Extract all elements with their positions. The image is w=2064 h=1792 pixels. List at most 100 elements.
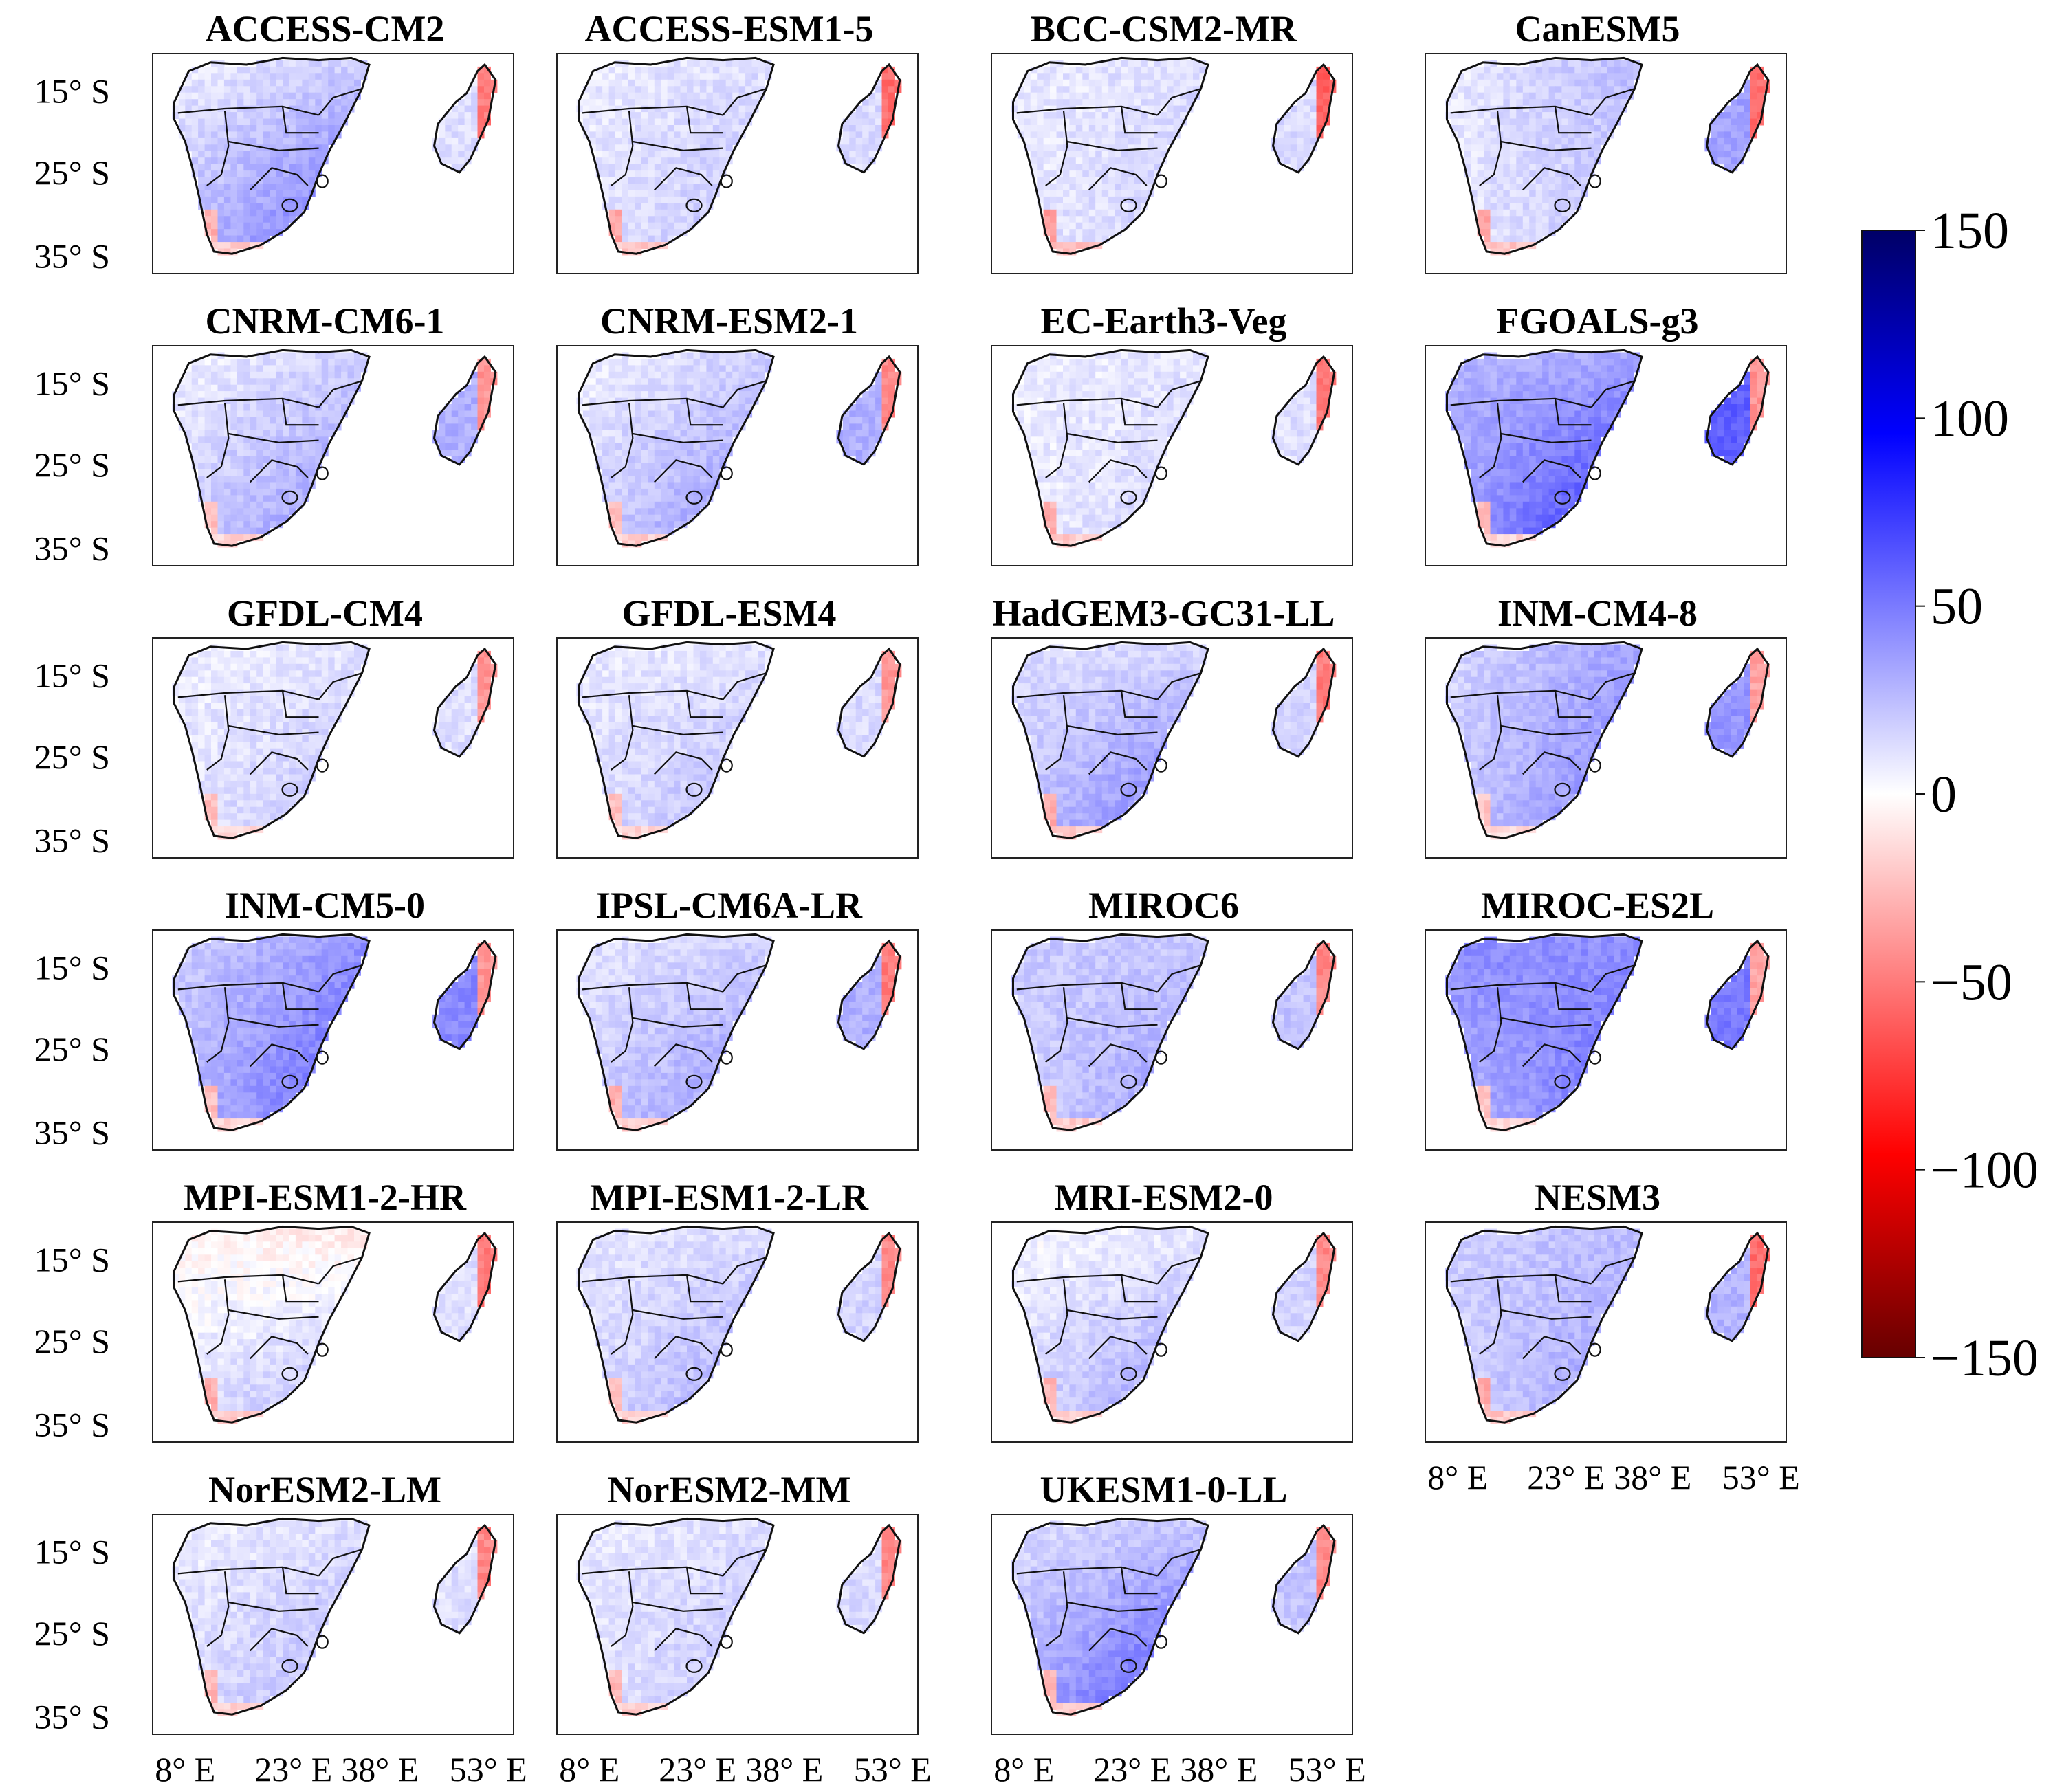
grid-cell	[1542, 125, 1550, 132]
grid-cell	[250, 365, 257, 373]
grid-cell	[667, 476, 674, 483]
grid-cell	[1297, 423, 1304, 431]
grid-cell	[204, 358, 212, 366]
grid-cell	[1167, 391, 1174, 399]
grid-cell	[1451, 105, 1458, 113]
grid-cell	[641, 488, 648, 496]
grid-cell	[211, 456, 218, 463]
grid-cell	[875, 384, 883, 392]
grid-cell	[1561, 151, 1569, 158]
grid-cell	[191, 450, 199, 457]
grid-cell	[1037, 463, 1044, 470]
grid-cell	[608, 216, 616, 223]
grid-cell	[283, 99, 289, 107]
grid-cell	[445, 417, 452, 424]
grid-cell	[270, 184, 277, 190]
grid-cell	[765, 66, 772, 74]
grid-cell	[1128, 450, 1135, 457]
grid-cell	[276, 397, 283, 405]
grid-cell	[250, 397, 257, 405]
grid-cell	[635, 534, 642, 542]
grid-cell	[185, 79, 193, 87]
grid-cell	[185, 86, 193, 93]
grid-cell	[1101, 495, 1109, 502]
grid-cell	[243, 358, 251, 366]
grid-cell	[250, 137, 257, 145]
grid-cell	[648, 216, 655, 223]
grid-cell	[1548, 144, 1556, 152]
grid-cell	[635, 170, 642, 178]
grid-cell	[223, 170, 231, 178]
grid-cell	[1108, 384, 1116, 392]
grid-cell	[881, 112, 889, 120]
grid-cell	[881, 125, 889, 132]
grid-cell	[1063, 521, 1070, 529]
grid-cell	[1542, 92, 1550, 100]
grid-cell	[250, 508, 257, 516]
grid-cell	[615, 164, 622, 171]
grid-cell	[654, 137, 661, 145]
grid-cell	[198, 137, 206, 145]
grid-cell	[321, 99, 329, 107]
grid-cell	[270, 501, 277, 509]
grid-cell	[1101, 391, 1109, 399]
grid-cell	[615, 137, 622, 145]
grid-cell	[1069, 508, 1077, 516]
grid-cell	[1154, 391, 1161, 399]
grid-cell	[295, 92, 303, 100]
grid-cell	[1509, 66, 1517, 74]
grid-cell	[693, 501, 701, 509]
grid-cell	[1724, 151, 1731, 158]
grid-cell	[641, 371, 648, 379]
grid-cell	[283, 436, 289, 444]
grid-cell	[270, 164, 277, 171]
grid-cell	[283, 410, 289, 418]
grid-cell	[615, 488, 622, 496]
grid-cell	[230, 203, 238, 210]
grid-cell	[622, 476, 629, 483]
grid-cell	[881, 118, 889, 126]
grid-cell	[289, 216, 296, 223]
grid-cell	[328, 73, 336, 80]
grid-cell	[648, 488, 655, 496]
grid-cell	[1115, 60, 1122, 67]
grid-cell	[302, 184, 309, 190]
grid-cell	[1477, 358, 1484, 366]
grid-cell	[1731, 105, 1738, 113]
grid-cell	[1134, 209, 1141, 217]
grid-cell	[1069, 190, 1077, 197]
grid-cell	[1548, 86, 1556, 93]
grid-cell	[1303, 151, 1310, 158]
grid-cell	[1134, 456, 1141, 463]
grid-cell	[230, 404, 238, 411]
grid-cell	[211, 157, 218, 165]
grid-cell	[1088, 216, 1096, 223]
grid-cell	[849, 112, 857, 120]
grid-cell	[237, 79, 244, 87]
grid-cell	[237, 436, 244, 444]
grid-cell	[680, 118, 688, 126]
grid-cell	[1167, 358, 1174, 366]
grid-cell	[1050, 131, 1057, 139]
grid-cell	[875, 105, 883, 113]
grid-cell	[1056, 456, 1064, 463]
grid-cell	[1490, 358, 1497, 366]
grid-cell	[217, 112, 225, 120]
grid-cell	[1037, 131, 1044, 139]
grid-cell	[1134, 423, 1141, 431]
grid-cell	[283, 358, 289, 366]
grid-cell	[1101, 229, 1109, 236]
grid-cell	[1088, 105, 1096, 113]
grid-cell	[230, 248, 238, 256]
grid-cell	[263, 417, 270, 424]
grid-cell	[223, 521, 231, 529]
grid-cell	[191, 365, 199, 373]
grid-cell	[1724, 112, 1731, 120]
grid-cell	[204, 450, 212, 457]
grid-cell	[1024, 391, 1031, 399]
grid-cell	[347, 378, 355, 386]
grid-cell	[855, 137, 863, 145]
grid-cell	[687, 514, 694, 522]
grid-cell	[1542, 352, 1550, 359]
grid-cell	[451, 157, 459, 165]
